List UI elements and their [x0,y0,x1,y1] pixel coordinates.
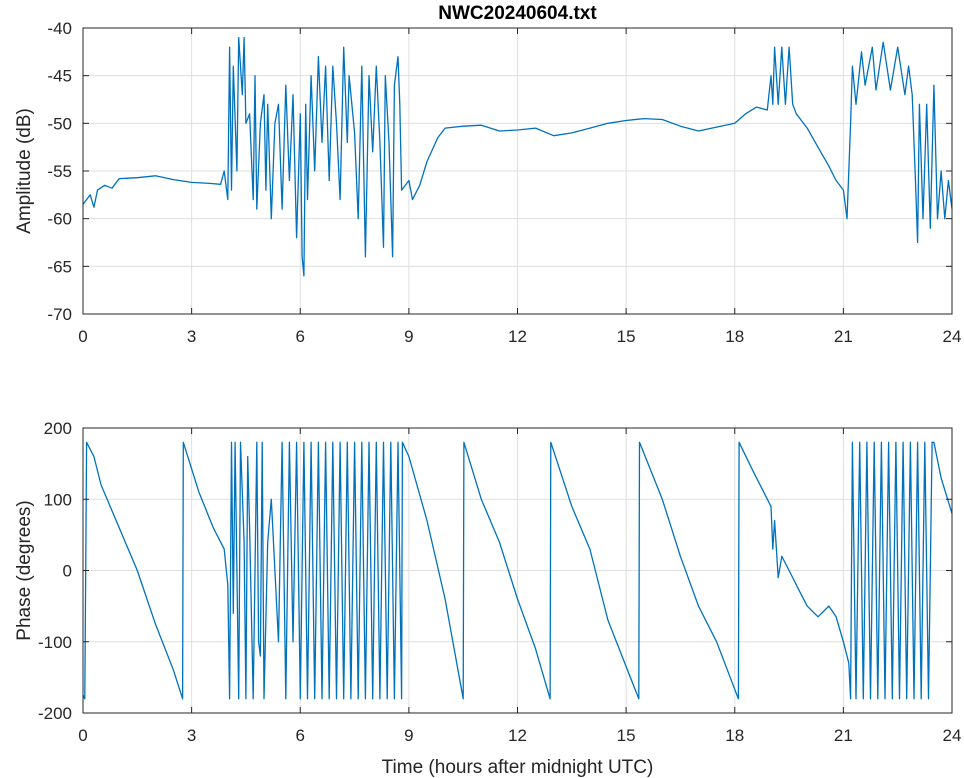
plot1-x-tick-label: 12 [508,327,527,346]
plot2-x-tick-label: 21 [834,726,853,745]
plot2-x-tick-label: 6 [296,726,305,745]
plot2-x-axis-label: Time (hours after midnight UTC) [382,757,654,778]
plot2-y-tick-label: 0 [63,562,72,581]
plot2-y-tick-label: -100 [38,633,72,652]
plot1-series-line-amplitude [82,36,953,277]
plot2-x-tick-label: 3 [187,726,196,745]
plot2-y-tick-label: 100 [44,490,72,509]
plot1-x-tick-label: 9 [404,327,413,346]
plot2-x-tick-label: 0 [78,726,87,745]
plot1-axes: 0 3 6 9 12 15 18 21 24 -70 -65 -60 -55 -50 -45 -40 NWC20… [14,3,961,346]
plot1-x-tick-label: 6 [296,327,305,346]
plot1-y-tick-label: -55 [47,162,72,181]
plot2-x-tick-label: 15 [617,726,636,745]
plot1-x-tick-label: 21 [834,327,853,346]
plot1-x-tick-label: 24 [943,327,962,346]
plot2-x-tick-label: 9 [404,726,413,745]
plot1-y-tick-label: -45 [47,67,72,86]
plot1-title: NWC20240604.txt [438,3,597,24]
plot1-x-tick-label: 0 [78,327,87,346]
plot2-series-line-phase [82,441,953,700]
plot1-x-tick-label: 15 [617,327,636,346]
plot1-y-tick-label: -40 [47,19,72,38]
plot1-x-tick-label: 18 [725,327,744,346]
plot1-y-tick-label: -65 [47,257,72,276]
plot2-x-tick-label: 18 [725,726,744,745]
plot2-axes: 0 3 6 9 12 15 18 21 24 -200 -100 0 100 200 Phase (degr… [14,419,961,778]
plot2-y-axis-label: Phase (degrees) [14,500,35,640]
plot2-x-tick-label: 12 [508,726,527,745]
plot1-y-tick-label: -60 [47,210,72,229]
plot1-x-tick-label: 3 [187,327,196,346]
plot1-y-tick-label: -70 [47,305,72,324]
plot2-x-tick-label: 24 [943,726,962,745]
plot1-y-axis-label: Amplitude (dB) [14,108,35,234]
plot2-y-tick-label: 200 [44,419,72,438]
plot2-y-tick-label: -200 [38,704,72,723]
plot1-y-tick-label: -50 [47,114,72,133]
